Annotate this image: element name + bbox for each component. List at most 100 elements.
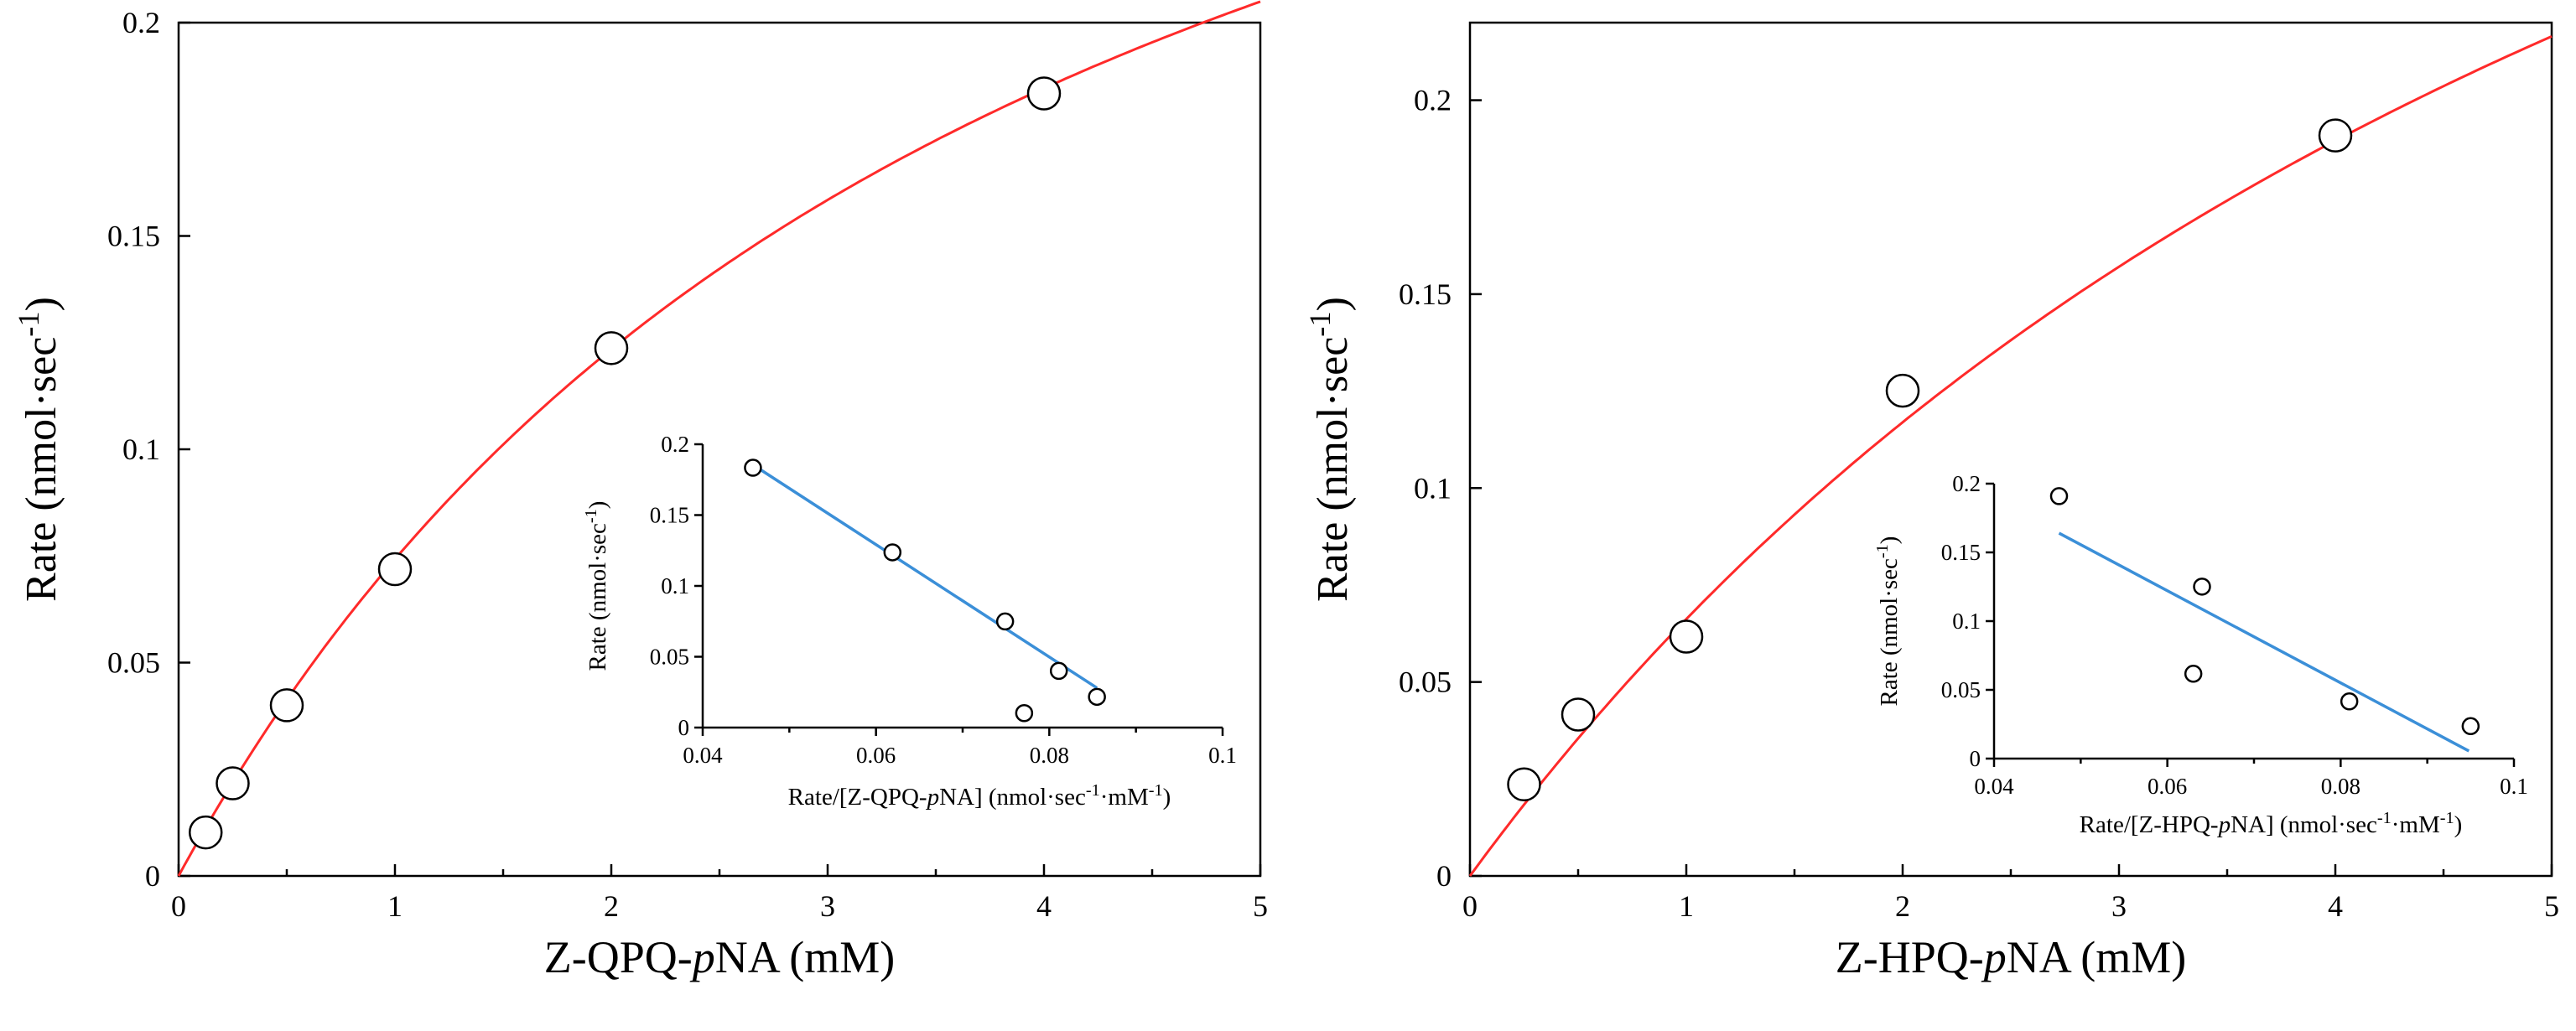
fit-curve xyxy=(177,0,1261,877)
x-tick-label: 3 xyxy=(2111,889,2127,923)
data-point xyxy=(1026,76,1062,111)
x-axis-label-part: NA (mM) xyxy=(2007,932,2187,982)
y-tick-label: 0.05 xyxy=(1399,666,1452,699)
x-tick-label: 3 xyxy=(820,889,835,923)
inset-x-axis-label-part: Rate/[Z-QPQ- xyxy=(788,784,927,811)
inset-data-point xyxy=(2461,717,2480,736)
x-tick-label: 0 xyxy=(1462,889,1478,923)
y-tick-label: 0.2 xyxy=(122,6,160,39)
inset-y-axis-label-part: ) xyxy=(584,501,611,510)
inset-y-axis-label: Rate (nmol·sec-1) xyxy=(1873,536,1903,707)
inset-x-tick-label: 0.08 xyxy=(1030,743,1069,768)
x-tick-label: 0 xyxy=(171,889,186,923)
data-point xyxy=(189,815,223,850)
inset-y-tick-label: 0.2 xyxy=(661,432,689,457)
inset-y-axis-label-part: -1 xyxy=(1873,544,1892,558)
inset-y-tick-label: 0 xyxy=(678,715,690,740)
inset-x-axis-label-part: ·mM xyxy=(2392,811,2440,838)
inset-x-tick-label: 0.04 xyxy=(683,743,723,768)
x-tick-label: 1 xyxy=(387,889,402,923)
y-tick-label: 0.15 xyxy=(1399,277,1452,311)
x-axis-label-part: Z-QPQ- xyxy=(544,932,693,982)
y-axis-label-part: -1 xyxy=(12,311,45,336)
inset-y-axis-label-part: ) xyxy=(1876,536,1903,545)
x-tick-label: 2 xyxy=(604,889,619,923)
inset-data-point xyxy=(1088,687,1106,707)
inset-y-tick-label: 0.05 xyxy=(1941,677,1981,702)
y-axis-label-part: ) xyxy=(1309,297,1357,311)
inset-y-axis-label-part: Rate (nmol·sec xyxy=(584,523,611,671)
chart-panel-left: 0 1 2 3 4 500.050.10.150.2Z-QPQ-pNA (mM)Rate … xyxy=(12,0,1268,982)
inset-x-axis-label-part: NA] (nmol·sec xyxy=(2231,811,2377,838)
data-point xyxy=(1561,697,1596,732)
x-axis-label-part: p xyxy=(689,932,715,982)
chart-panel-right: 0 1 2 3 4 500.050.10.150.2Z-HPQ-pNA (mM)Rate … xyxy=(1303,21,2559,982)
inset-x-axis-label-part: p xyxy=(926,784,940,811)
inset-data-point xyxy=(744,459,762,477)
inset-x-axis-label: Rate/[Z-QPQ-pNA] (nmol·sec-1·mM-1) xyxy=(788,781,1171,811)
x-axis-label-part: NA (mM) xyxy=(715,932,896,982)
y-axis-label-part: -1 xyxy=(1303,311,1337,336)
inset-data-point xyxy=(995,612,1015,631)
data-point xyxy=(269,688,304,723)
inset-y-tick-label: 0.2 xyxy=(1952,471,1981,496)
y-tick-label: 0.05 xyxy=(107,646,160,680)
inset-x-axis-label-part: -1 xyxy=(1086,781,1100,800)
inset-x-axis-label-part: -1 xyxy=(2440,809,2454,827)
fit-curve xyxy=(1468,35,2553,877)
x-tick-label: 2 xyxy=(1895,889,1910,923)
data-point xyxy=(594,331,629,365)
x-tick-label: 5 xyxy=(1253,889,1268,923)
inset-data-point xyxy=(883,543,902,562)
inset-x-axis-label: Rate/[Z-HPQ-pNA] (nmol·sec-1·mM-1) xyxy=(2080,809,2463,838)
inset-data-point xyxy=(1015,704,1034,723)
x-axis-label: Z-HPQ-pNA (mM) xyxy=(1836,932,2186,982)
inset-x-tick-label: 0.1 xyxy=(2500,774,2528,799)
inset-y-tick-label: 0.15 xyxy=(1941,540,1981,565)
inset-x-axis-label-part: -1 xyxy=(2377,809,2392,827)
x-tick-label: 5 xyxy=(2544,889,2559,923)
inset-chart: 0.04 0.06 0.08 0.1 0 0.05 0.1 0.15 0.2 Rate/[Z-QP… xyxy=(582,432,1237,811)
data-point xyxy=(1507,767,1541,802)
inset-y-axis-label: Rate (nmol·sec-1) xyxy=(582,501,611,671)
inset-data-point xyxy=(2340,692,2359,711)
y-tick-label: 0.2 xyxy=(1414,84,1452,117)
inset-y-tick-label: 0 xyxy=(1970,746,1981,771)
inset-y-tick-label: 0.15 xyxy=(650,503,689,528)
inset-data-point xyxy=(1049,661,1068,681)
inset-y-axis-label-part: -1 xyxy=(582,509,600,523)
inset-x-axis-label-part: p xyxy=(2217,811,2231,838)
x-tick-label: 1 xyxy=(1679,889,1694,923)
x-axis-label: Z-QPQ-pNA (mM) xyxy=(544,932,895,982)
y-axis-label-part: Rate (nmol·sec xyxy=(18,337,65,602)
inset-x-axis-label-part: NA] (nmol·sec xyxy=(939,784,1086,811)
inset-x-tick-label: 0.04 xyxy=(1974,774,2014,799)
y-tick-label: 0.1 xyxy=(1414,471,1452,505)
x-tick-label: 4 xyxy=(1036,889,1052,923)
inset-y-tick-label: 0.1 xyxy=(661,573,689,598)
inset-y-tick-label: 0.05 xyxy=(650,645,689,670)
y-tick-label: 0 xyxy=(1436,859,1452,893)
y-axis-label-part: Rate (nmol·sec xyxy=(1309,337,1357,602)
x-axis-label-part: p xyxy=(1981,932,2007,982)
inset-fit-line xyxy=(751,464,1098,690)
inset-data-point xyxy=(2049,487,2069,505)
inset-x-axis-label-part: ·mM xyxy=(1100,784,1149,811)
y-axis-label-part: ) xyxy=(18,297,65,311)
y-tick-label: 0.1 xyxy=(122,433,160,466)
inset-x-tick-label: 0.06 xyxy=(2148,774,2187,799)
data-point xyxy=(1669,619,1704,654)
inset-x-tick-label: 0.1 xyxy=(1208,743,1237,768)
inset-x-axis-label-part: ) xyxy=(2454,811,2463,838)
inset-data-point xyxy=(2184,665,2203,683)
data-point xyxy=(1885,373,1920,408)
inset-y-axis-label-part: Rate (nmol·sec xyxy=(1876,558,1903,706)
inset-x-axis-label-part: -1 xyxy=(1149,781,1163,800)
data-point xyxy=(2318,118,2353,153)
inset-chart: 0.04 0.06 0.08 0.1 0 0.05 0.1 0.15 0.2 Rate/[Z-HP… xyxy=(1873,471,2528,838)
inset-x-axis-label-part: ) xyxy=(1163,784,1171,811)
inset-fit-line xyxy=(2058,531,2470,753)
inset-y-tick-label: 0.1 xyxy=(1952,609,1981,634)
data-point xyxy=(377,552,413,587)
